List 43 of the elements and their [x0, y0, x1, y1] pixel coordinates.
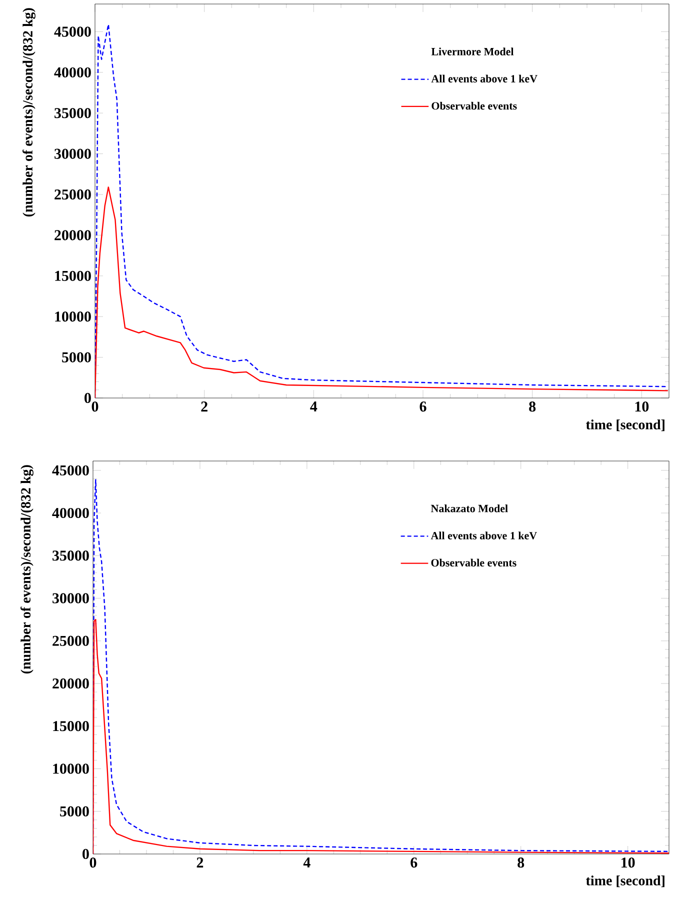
legend-label: Observable events	[431, 558, 516, 567]
x-tick-label: 10	[622, 858, 635, 868]
x-tick-label: 4	[303, 858, 310, 868]
y-axis-title: (number of events)/second/(832 kg)	[20, 465, 34, 674]
y-tick-label: 0	[82, 848, 89, 860]
line-series	[93, 618, 669, 854]
y-tick-label: 30000	[52, 593, 89, 604]
line-series	[95, 186, 668, 398]
y-tick-label: 20000	[52, 678, 89, 689]
y-tick-label: 10000	[55, 312, 91, 322]
x-tick-label: 8	[518, 858, 524, 868]
y-tick-label: 0	[84, 392, 91, 404]
legend-label: Observable events	[432, 102, 517, 110]
x-tick-label: 8	[529, 402, 536, 412]
y-tick-label: 15000	[53, 721, 89, 732]
y-tick-label: 35000	[52, 550, 89, 561]
y-tick-label: 10000	[53, 764, 89, 774]
y-tick-label: 30000	[54, 148, 91, 159]
legend-label: All events above 1 keV	[430, 532, 537, 540]
y-axis-title: (number of events)/second/(832 kg)	[22, 8, 36, 217]
x-tick-label: 4	[310, 402, 318, 412]
y-tick-label: 40000	[52, 508, 89, 518]
x-axis-title: time [second]	[586, 876, 664, 888]
x-tick-label: 6	[410, 858, 418, 868]
y-tick-label: 25000	[54, 189, 91, 200]
x-tick-label: 2	[196, 858, 204, 868]
x-tick-label: 2	[201, 402, 208, 412]
legend-title: Nakazato Model	[430, 504, 508, 512]
y-tick-label: 25000	[52, 636, 89, 646]
y-tick-label: 45000	[52, 465, 89, 476]
x-axis-title: time [second]	[586, 420, 664, 432]
y-tick-label: 15000	[55, 270, 91, 281]
legend-title: Livermore Model	[431, 48, 514, 56]
y-tick-label: 5000	[62, 352, 91, 362]
legend-label: All events above 1 keV	[431, 74, 538, 83]
x-tick-label: 6	[420, 402, 426, 412]
x-tick-label: 0	[92, 402, 98, 412]
y-tick-label: 20000	[54, 230, 91, 240]
x-tick-label: 10	[635, 402, 649, 412]
y-tick-label: 5000	[60, 806, 89, 816]
y-tick-label: 40000	[54, 67, 91, 78]
y-tick-label: 35000	[54, 108, 91, 118]
y-tick-label: 45000	[54, 26, 91, 37]
